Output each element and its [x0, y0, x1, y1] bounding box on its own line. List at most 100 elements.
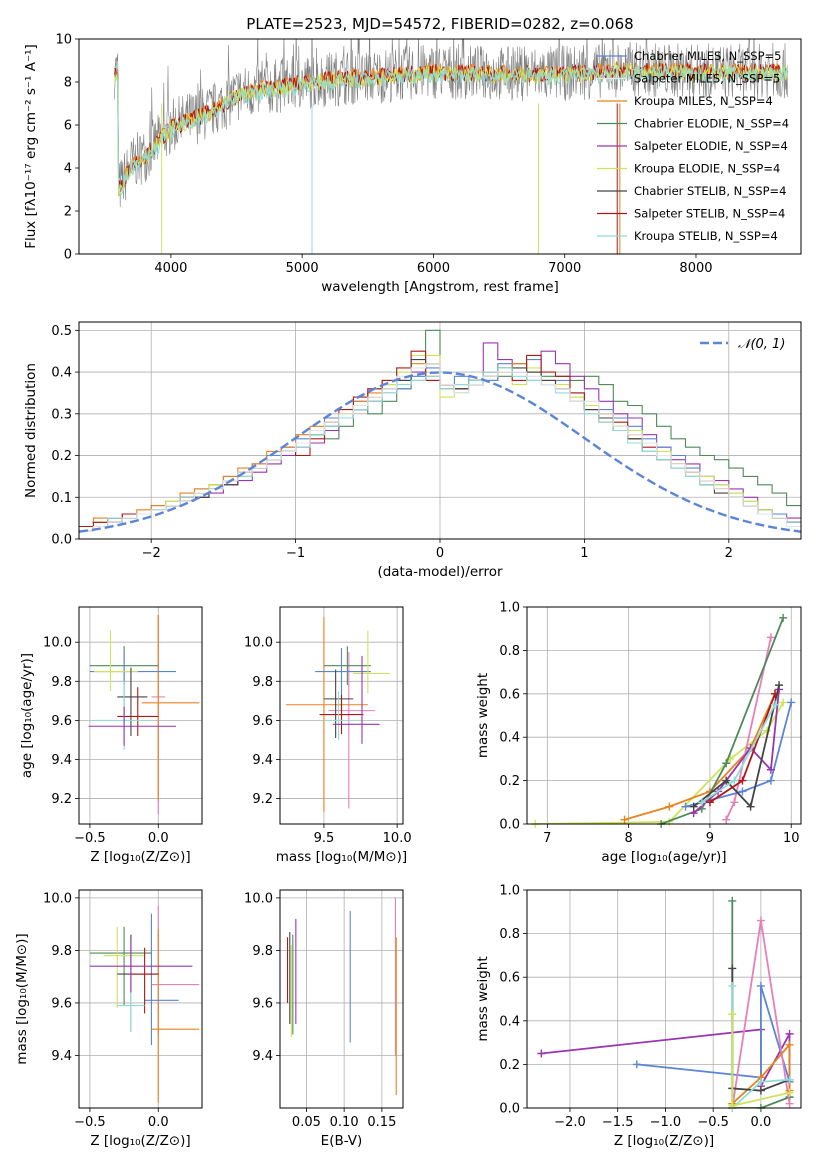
x-tick-label: −0.5 — [697, 1115, 729, 1130]
axes-frame — [526, 606, 802, 825]
y-tick-label: 0.4 — [499, 731, 520, 746]
legend-label: Chabrier MILES, N_SSP=5 — [634, 49, 781, 63]
mass-weight-vs-age-plot: 7 8 9 10 0.0 0.2 0.4 0.6 0.8 1.0 age [log₁₀(age/yr… — [475, 601, 802, 865]
y-tick-label: 9.4 — [252, 753, 273, 768]
x-tick-label: 1 — [580, 546, 588, 561]
plus-marker — [722, 815, 731, 824]
plus-marker — [770, 689, 779, 698]
mass-weight-series — [693, 684, 780, 809]
plus-marker — [746, 802, 755, 811]
plus-marker — [785, 1075, 794, 1084]
spectrum-plot: 4000 5000 6000 7000 8000 0 2 4 6 8 10 wavelength [A… — [23, 33, 802, 295]
y-tick-label: 0.4 — [51, 366, 72, 381]
y-tick-label: 1.0 — [499, 884, 520, 899]
model-spectrum — [113, 61, 789, 193]
y-axis-label: mass [log₁₀(M/M⊙)] — [14, 933, 30, 1064]
plus-marker — [785, 1088, 794, 1097]
x-tick-label: 0.0 — [148, 831, 169, 846]
plus-marker — [779, 698, 788, 707]
normal-distribution-curve — [79, 371, 801, 533]
age-vs-mass-plot: 9.5 10.0 9.2 9.4 9.6 9.8 10.0 mass [log₁₀(M/M⊙)… — [244, 606, 412, 865]
plus-marker — [766, 633, 775, 642]
plot-area — [527, 890, 801, 1108]
x-axis-label: mass [log₁₀(M/M⊙)] — [276, 849, 407, 865]
plus-marker — [785, 1099, 794, 1108]
plus-marker — [665, 802, 674, 811]
plus-marker — [722, 776, 731, 785]
y-axis-label: Normed distribution — [23, 363, 39, 498]
plus-marker — [756, 981, 765, 990]
plus-marker — [785, 1040, 794, 1049]
plus-marker — [681, 802, 690, 811]
axes-frame — [526, 889, 802, 1109]
y-tick-label: 9.6 — [252, 996, 273, 1011]
x-tick-label: 0 — [436, 546, 444, 561]
histogram-series — [79, 363, 801, 532]
plot-area — [527, 607, 801, 824]
y-tick-label: 9.6 — [51, 714, 72, 729]
x-tick-label: 7 — [543, 831, 551, 846]
x-tick-label: −2 — [142, 546, 161, 561]
y-tick-label: 9.4 — [51, 1049, 72, 1064]
y-axis-label: Flux [fλ10⁻¹⁷ erg cm⁻² s⁻¹ A⁻¹] — [23, 44, 39, 249]
plus-marker — [728, 964, 737, 973]
y-tick-label: 9.8 — [51, 675, 72, 690]
x-tick-label: 0.0 — [751, 1115, 772, 1130]
y-tick-label: 9.6 — [252, 714, 273, 729]
x-tick-label: 0.15 — [367, 1115, 396, 1130]
model-spectrum — [114, 64, 789, 198]
plus-marker — [766, 776, 775, 785]
plus-marker — [705, 798, 714, 807]
y-tick-label: 0.1 — [51, 491, 72, 506]
x-tick-label: −2.0 — [554, 1115, 586, 1130]
axes-frame — [78, 606, 203, 825]
plus-marker — [730, 776, 739, 785]
residual-histogram-plot: −2 −1 0 1 2 0.0 0.1 0.2 0.3 0.4 0.5 (data-model)/er… — [23, 321, 802, 580]
plus-marker — [779, 613, 788, 622]
x-tick-label: 7000 — [548, 261, 581, 276]
x-axis-label: age [log₁₀(age/yr)] — [601, 849, 726, 865]
y-tick-label: 10 — [55, 33, 72, 48]
plus-marker — [632, 1060, 641, 1069]
legend-label: Kroupa STELIB, N_SSP=4 — [634, 229, 778, 243]
x-tick-label: −1.5 — [602, 1115, 634, 1130]
x-tick-label: 9.5 — [314, 831, 335, 846]
y-axis-label: age [log₁₀(age/yr)] — [19, 653, 35, 778]
y-tick-label: 2 — [64, 205, 72, 220]
y-tick-label: 0.6 — [499, 971, 520, 986]
legend-label: Chabrier ELODIE, N_SSP=4 — [634, 117, 789, 131]
legend-label: Salpeter ELODIE, N_SSP=4 — [634, 139, 788, 153]
y-tick-label: 0.0 — [499, 818, 520, 833]
y-tick-label: 9.8 — [51, 944, 72, 959]
y-tick-label: 1.0 — [499, 601, 520, 616]
plus-marker — [728, 1010, 737, 1019]
mass-weight-vs-metallicity-plot: −2.0 −1.5 −1.0 −0.5 0.0 0.0 0.2 0.4 0.6 0.8 1.0 Z [… — [475, 884, 802, 1149]
x-tick-label: 10.0 — [383, 831, 412, 846]
plus-marker — [738, 787, 747, 796]
legend-label: Salpeter STELIB, N_SSP=4 — [634, 207, 785, 221]
y-axis-label: mass weight — [475, 956, 491, 1041]
y-tick-label: 0.0 — [51, 533, 72, 548]
x-tick-label: 0.10 — [330, 1115, 359, 1130]
y-tick-label: 0.0 — [499, 1102, 520, 1117]
x-tick-label: 5000 — [286, 261, 319, 276]
plus-marker — [785, 1029, 794, 1038]
figure-title: PLATE=2523, MJD=54572, FIBERID=0282, z=0… — [246, 15, 633, 33]
axes-frame — [78, 38, 802, 255]
x-tick-label: 2 — [725, 546, 733, 561]
plus-marker — [756, 916, 765, 925]
y-tick-label: 10.0 — [244, 891, 273, 906]
plot-area — [280, 890, 403, 1108]
x-axis-label: wavelength [Angstrom, rest frame] — [321, 279, 559, 295]
mass-vs-metallicity-plot: −0.5 0.0 9.4 9.6 9.8 10.0 Z [log₁₀(Z/Z⊙)] mass … — [14, 889, 203, 1149]
axes-frame — [78, 321, 802, 540]
plus-marker — [722, 759, 731, 768]
age-vs-metallicity-plot: −0.5 0.0 9.2 9.4 9.6 9.8 10.0 Z [log₁₀(Z/Z⊙)] ag… — [19, 606, 203, 865]
x-tick-label: 8 — [624, 831, 632, 846]
plus-marker — [770, 700, 779, 709]
y-tick-label: 4 — [64, 162, 72, 177]
x-tick-label: 6000 — [417, 261, 450, 276]
y-tick-label: 6 — [64, 119, 72, 134]
plus-marker — [689, 802, 698, 811]
